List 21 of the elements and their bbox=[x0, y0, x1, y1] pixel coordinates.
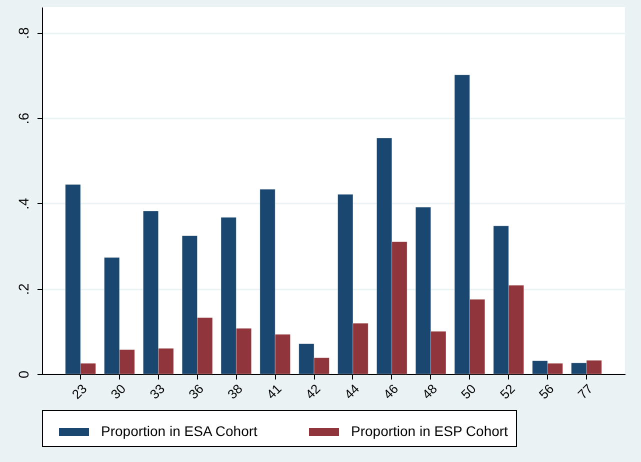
legend-label: Proportion in ESP Cohort bbox=[351, 423, 508, 439]
x-tick-label: 56 bbox=[536, 381, 557, 402]
x-tick-label: 48 bbox=[419, 381, 440, 402]
x-tick-label: 77 bbox=[574, 381, 596, 402]
y-tick-label: 0 bbox=[16, 370, 32, 378]
x-tick-label: 50 bbox=[458, 381, 479, 402]
y-tick-label: .2 bbox=[16, 283, 32, 295]
x-tick-label: 30 bbox=[108, 381, 129, 402]
x-tick-label: 41 bbox=[263, 381, 284, 402]
y-tick-label: .6 bbox=[16, 112, 32, 124]
legend-label: Proportion in ESA Cohort bbox=[101, 423, 258, 439]
x-tick-label: 52 bbox=[496, 381, 518, 402]
x-tick-label: 33 bbox=[146, 381, 168, 402]
x-tick-label: 44 bbox=[341, 381, 362, 402]
x-tick-label: 23 bbox=[68, 381, 90, 402]
x-tick-label: 46 bbox=[380, 381, 402, 402]
x-tick-label: 38 bbox=[224, 381, 246, 402]
y-tick-label: .8 bbox=[16, 27, 32, 39]
y-tick-label: .4 bbox=[16, 198, 32, 210]
x-tick-label: 36 bbox=[186, 381, 206, 402]
x-tick-label: 42 bbox=[302, 381, 324, 402]
